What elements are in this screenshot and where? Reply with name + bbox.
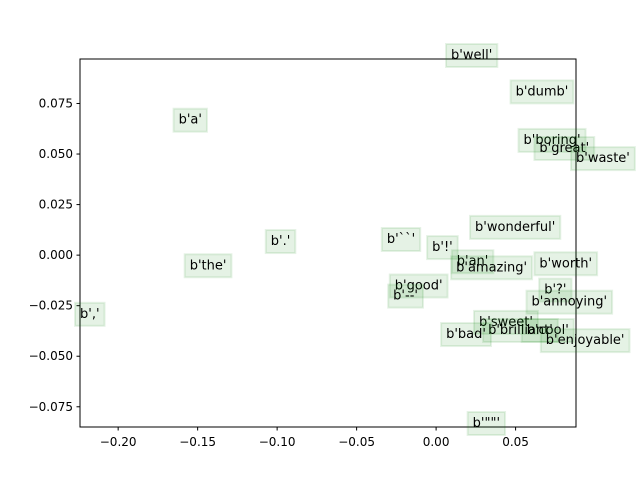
word-label: b'waste'	[576, 151, 630, 166]
label-box	[533, 251, 599, 277]
point-label: b'brilliant'	[482, 317, 559, 343]
word-label: b'!'	[432, 240, 453, 255]
point-label: b'a'	[172, 107, 208, 133]
word-label: b'enjoyable'	[546, 333, 625, 348]
word-label: b'?'	[544, 283, 566, 298]
word-label: b'``'	[387, 232, 415, 247]
word-label: b'boring'	[524, 133, 581, 148]
point-label: b'?'	[538, 277, 573, 303]
point-label: b'``'	[380, 227, 422, 252]
point-label: b'boring'	[517, 127, 587, 153]
point-label: b'the'	[183, 253, 233, 279]
word-label: b'--'	[393, 289, 418, 304]
word-label: b'dumb'	[516, 84, 569, 99]
label-box	[517, 127, 587, 153]
point-label: b'--'	[387, 283, 424, 309]
y-tick-label: 0.050	[39, 147, 73, 161]
label-box	[482, 317, 559, 343]
x-tick-label: −0.20	[100, 435, 137, 449]
word-label: b'a'	[179, 113, 202, 128]
point-label: b'good'	[388, 273, 449, 299]
x-tick-label: −0.10	[259, 435, 296, 449]
point-label: b'enjoyable'	[539, 328, 631, 354]
label-box	[172, 107, 208, 133]
word-label: b'annoying'	[531, 295, 607, 310]
label-box	[520, 317, 575, 343]
point-label: b'wonderful'	[469, 214, 562, 240]
label-box	[570, 146, 636, 172]
point-label: b'dumb'	[509, 79, 575, 105]
point-label: b'amazing'	[450, 255, 534, 281]
y-tick-label: −0.025	[29, 299, 73, 313]
word-label: b'""'	[473, 416, 500, 431]
point-label: b'well'	[445, 43, 499, 68]
word-label: b'well'	[451, 48, 492, 63]
word-label: b'sweet'	[479, 315, 533, 330]
x-tick-label: 0.00	[423, 435, 450, 449]
word-label: b'amazing'	[456, 260, 527, 275]
word-label: b'good'	[395, 279, 443, 294]
point-label: b','	[74, 301, 106, 327]
label-box	[387, 283, 424, 309]
label-box	[426, 235, 459, 261]
point-label: b'annoying'	[525, 289, 614, 315]
label-box	[509, 79, 575, 105]
y-tick-label: −0.050	[29, 349, 73, 363]
label-box	[473, 309, 539, 335]
word-label: b'great'	[539, 141, 589, 156]
word-label: b'worth'	[539, 256, 592, 271]
point-label: b'great'	[533, 136, 596, 162]
word-label: b'cool'	[527, 323, 569, 338]
point-label: b'worth'	[533, 251, 599, 277]
word-label: b'bad'	[446, 327, 486, 342]
label-box	[450, 249, 495, 275]
label-box	[264, 229, 297, 255]
axes-frame	[79, 58, 577, 428]
point-label: b'.'	[264, 229, 297, 255]
label-box	[538, 277, 573, 303]
label-box	[525, 289, 614, 315]
word-label: b'the'	[190, 258, 227, 273]
word-label: b'.'	[271, 234, 291, 249]
label-box	[533, 136, 596, 162]
word-label: b','	[80, 307, 100, 322]
point-label: b'an'	[450, 249, 495, 275]
y-tick-label: −0.075	[29, 400, 73, 414]
label-box	[469, 214, 562, 240]
x-tick-label: −0.05	[338, 435, 375, 449]
y-tick-label: 0.000	[39, 248, 73, 262]
label-box	[380, 227, 422, 252]
label-box	[466, 411, 507, 436]
x-tick-label: 0.05	[502, 435, 529, 449]
label-box	[450, 255, 534, 281]
x-tick-label: −0.15	[179, 435, 216, 449]
point-label: b'waste'	[570, 146, 636, 172]
word-label: b'an'	[457, 254, 489, 269]
point-label: b'""'	[466, 411, 507, 436]
label-box	[388, 273, 449, 299]
point-label: b'cool'	[520, 317, 575, 343]
label-box	[539, 328, 631, 354]
point-label: b'bad'	[440, 322, 492, 348]
label-box	[445, 43, 499, 68]
word-label: b'wonderful'	[475, 220, 555, 235]
word-label: b'brilliant'	[488, 323, 553, 338]
label-box	[183, 253, 233, 279]
point-label: b'!'	[426, 235, 459, 261]
y-tick-label: 0.025	[39, 198, 73, 212]
y-tick-label: 0.075	[39, 96, 73, 110]
point-label: b'sweet'	[473, 309, 539, 335]
label-box	[440, 322, 492, 348]
label-box	[74, 301, 106, 327]
